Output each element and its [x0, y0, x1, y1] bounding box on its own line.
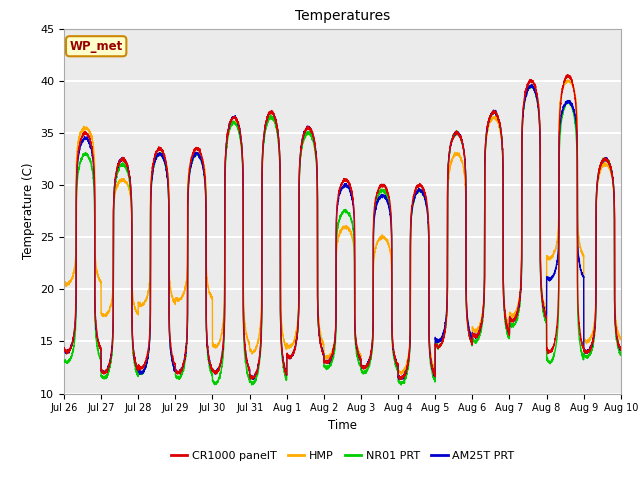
HMP — [436, 336, 444, 342]
AM25T PRT — [396, 377, 403, 383]
NR01 PRT — [499, 156, 507, 162]
Title: Temperatures: Temperatures — [295, 10, 390, 24]
Line: CR1000 panelT: CR1000 panelT — [64, 74, 621, 379]
NR01 PRT — [467, 340, 475, 346]
HMP — [617, 336, 625, 342]
CR1000 panelT — [617, 347, 625, 353]
Line: HMP: HMP — [64, 80, 621, 374]
X-axis label: Time: Time — [328, 419, 357, 432]
Text: WP_met: WP_met — [70, 40, 123, 53]
AM25T PRT — [160, 156, 168, 162]
CR1000 panelT — [397, 376, 405, 382]
CR1000 panelT — [60, 345, 68, 351]
AM25T PRT — [467, 335, 475, 340]
AM25T PRT — [60, 348, 68, 354]
NR01 PRT — [527, 83, 535, 88]
HMP — [397, 371, 405, 377]
AM25T PRT — [322, 359, 330, 364]
NR01 PRT — [436, 341, 444, 347]
CR1000 panelT — [436, 341, 444, 347]
Y-axis label: Temperature (C): Temperature (C) — [22, 163, 35, 260]
HMP — [499, 160, 507, 166]
CR1000 panelT — [499, 156, 507, 162]
Line: AM25T PRT: AM25T PRT — [64, 84, 621, 380]
AM25T PRT — [527, 82, 535, 87]
HMP — [160, 156, 168, 162]
AM25T PRT — [617, 346, 625, 351]
Legend: CR1000 panelT, HMP, NR01 PRT, AM25T PRT: CR1000 panelT, HMP, NR01 PRT, AM25T PRT — [166, 446, 518, 466]
NR01 PRT — [397, 382, 405, 388]
HMP — [467, 333, 475, 339]
AM25T PRT — [499, 156, 507, 162]
NR01 PRT — [616, 352, 624, 358]
HMP — [564, 77, 572, 83]
HMP — [60, 279, 68, 285]
CR1000 panelT — [616, 346, 624, 352]
NR01 PRT — [617, 352, 625, 358]
CR1000 panelT — [322, 359, 330, 365]
CR1000 panelT — [160, 152, 168, 157]
CR1000 panelT — [467, 339, 475, 345]
NR01 PRT — [60, 358, 68, 363]
NR01 PRT — [322, 365, 330, 371]
NR01 PRT — [160, 156, 168, 162]
AM25T PRT — [436, 336, 444, 341]
Line: NR01 PRT: NR01 PRT — [64, 85, 621, 385]
AM25T PRT — [616, 347, 624, 353]
CR1000 panelT — [564, 72, 572, 77]
HMP — [322, 354, 330, 360]
HMP — [616, 337, 624, 343]
